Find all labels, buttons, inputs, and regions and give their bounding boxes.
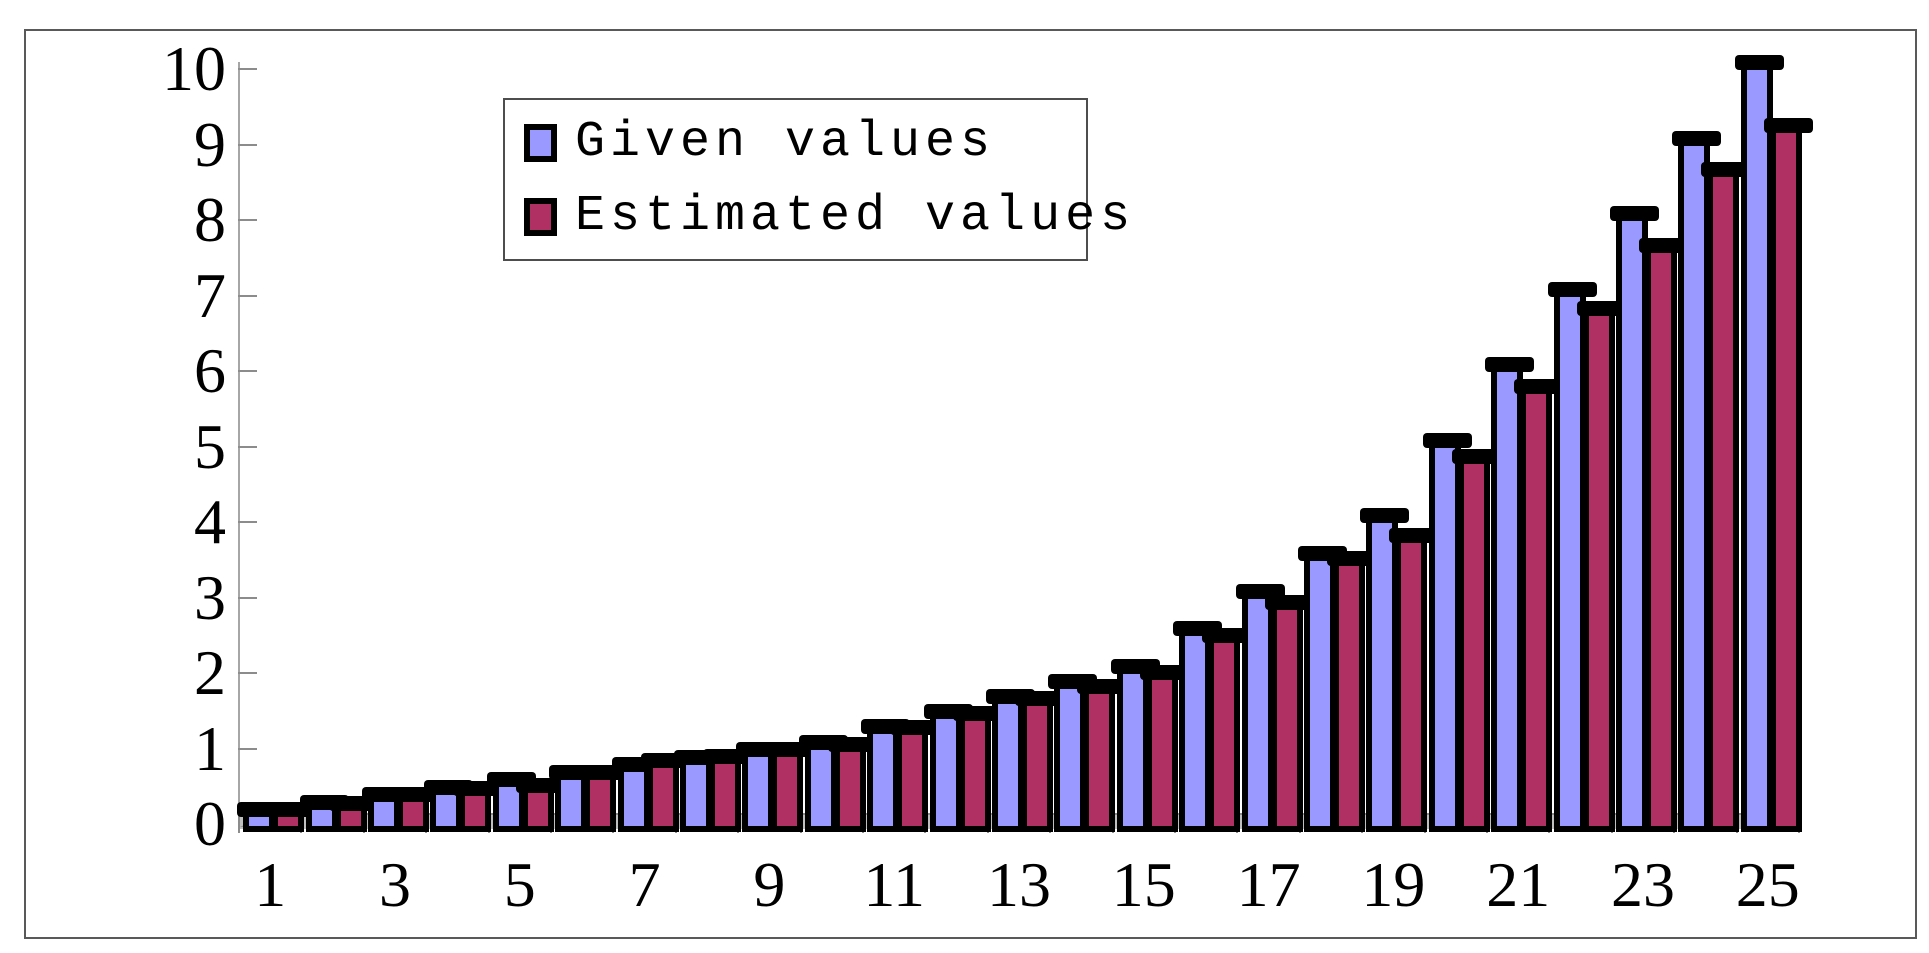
y-axis-line <box>238 62 240 826</box>
bar-given <box>798 734 848 832</box>
bar-estimated <box>640 753 690 832</box>
y-axis-tick <box>238 294 257 297</box>
x-axis-label: 25 <box>1735 849 1800 920</box>
bar-given <box>424 779 474 832</box>
bar-given <box>1547 281 1597 832</box>
bar-estimated <box>1576 301 1626 832</box>
y-axis-label: 3 <box>194 561 226 633</box>
y-axis-tick <box>238 370 257 372</box>
bar-estimated <box>890 720 940 832</box>
bar-given <box>1235 583 1285 832</box>
bar-given <box>1734 55 1784 832</box>
bar-estimated <box>1451 449 1501 832</box>
y-axis-label: 8 <box>194 184 226 255</box>
bar-given <box>674 749 723 832</box>
x-axis-label: 5 <box>503 849 536 920</box>
bar-given <box>1610 206 1659 832</box>
bar-estimated <box>703 748 752 832</box>
y-axis-label: 5 <box>194 410 226 482</box>
legend-label-estimated: Estimated values <box>575 188 1136 245</box>
estimated-values-swatch-icon <box>524 197 557 236</box>
bar-estimated <box>578 765 628 832</box>
y-axis-label: 2 <box>194 637 226 708</box>
legend: Given values Estimated values <box>503 98 1130 261</box>
bar-estimated <box>1639 237 1688 832</box>
bar-given <box>1173 621 1223 832</box>
y-axis-label: 0 <box>194 788 226 859</box>
bar-estimated <box>1077 679 1127 832</box>
y-axis-label: 9 <box>194 108 226 180</box>
bar-estimated <box>1763 117 1813 832</box>
bar-estimated <box>328 795 378 832</box>
y-axis-label: 4 <box>194 486 226 557</box>
bar-estimated <box>827 736 877 832</box>
y-axis-tick <box>238 521 257 523</box>
bar-given <box>1485 357 1535 832</box>
bar-estimated <box>266 802 316 832</box>
bar-given <box>736 742 786 832</box>
bar-given <box>1298 545 1347 832</box>
bar-estimated <box>391 787 440 832</box>
bar-given <box>611 757 661 832</box>
bar-given <box>923 704 973 832</box>
y-axis-tick <box>238 445 257 448</box>
bar-estimated <box>765 742 815 832</box>
y-axis-label: 6 <box>194 335 226 406</box>
x-axis-label: 13 <box>987 849 1051 920</box>
bar-estimated <box>1327 551 1376 832</box>
legend-item-given: Given values <box>524 114 1086 171</box>
y-axis-tick <box>238 747 257 750</box>
x-axis-label: 17 <box>1236 849 1301 920</box>
bar-estimated <box>1015 690 1064 832</box>
x-axis-label: 19 <box>1361 849 1426 920</box>
bar-estimated <box>1701 162 1751 832</box>
legend-label-given: Given values <box>575 114 996 171</box>
bar-given <box>549 764 599 832</box>
y-axis-tick <box>238 219 257 221</box>
y-axis-tick <box>238 143 257 146</box>
bar-estimated <box>1514 378 1564 832</box>
x-axis-label: 1 <box>254 849 287 920</box>
x-axis-label: 7 <box>628 849 661 920</box>
bar-estimated <box>1389 527 1439 832</box>
bar-given <box>1422 432 1472 832</box>
bar-estimated <box>515 778 565 832</box>
given-values-swatch-icon <box>524 123 557 162</box>
x-axis-label: 3 <box>379 849 411 920</box>
y-axis-label: 10 <box>162 33 226 104</box>
bar-given <box>1110 659 1160 832</box>
bar-given <box>1672 130 1722 832</box>
x-axis-label: 15 <box>1111 849 1176 920</box>
x-axis-label: 11 <box>863 849 925 920</box>
x-axis-tick <box>238 812 240 833</box>
y-axis-tick <box>238 596 257 599</box>
x-axis-label: 9 <box>753 849 786 920</box>
bar-estimated <box>453 780 503 832</box>
legend-item-estimated: Estimated values <box>524 188 1130 245</box>
bar-estimated <box>1264 594 1314 832</box>
bar-estimated <box>952 705 1002 832</box>
bar-given <box>861 719 911 832</box>
x-axis-label: 23 <box>1611 849 1675 920</box>
bar-given <box>1048 674 1098 832</box>
bar-estimated <box>1139 665 1189 832</box>
y-axis-tick <box>238 672 257 674</box>
bar-estimated <box>1202 628 1252 832</box>
y-axis-tick <box>238 68 257 70</box>
y-axis-label: 7 <box>194 259 226 331</box>
bar-given <box>986 689 1035 832</box>
y-axis-label: 1 <box>194 712 226 784</box>
x-axis-label: 21 <box>1486 849 1551 920</box>
bar-given <box>1360 508 1410 832</box>
